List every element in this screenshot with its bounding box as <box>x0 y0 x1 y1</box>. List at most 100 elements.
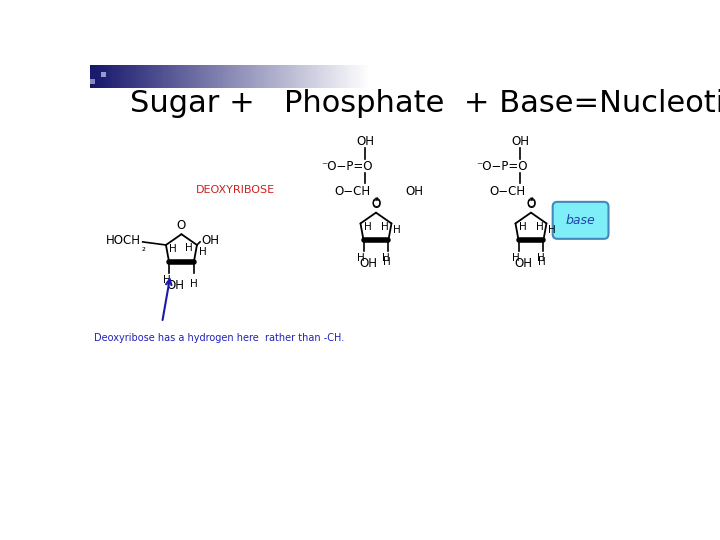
Bar <box>165 65 166 88</box>
Bar <box>497 65 498 88</box>
Bar <box>161 65 162 88</box>
Bar <box>446 65 447 88</box>
Bar <box>452 65 453 88</box>
Bar <box>305 65 306 88</box>
Bar <box>246 65 248 88</box>
Bar <box>149 65 150 88</box>
Bar <box>173 65 174 88</box>
Text: OH: OH <box>202 234 220 247</box>
Text: H: H <box>538 257 546 267</box>
Bar <box>506 65 507 88</box>
Bar <box>611 65 612 88</box>
Bar <box>110 65 111 88</box>
Bar <box>210 65 211 88</box>
Bar <box>456 65 457 88</box>
Bar <box>428 65 429 88</box>
Bar <box>462 65 463 88</box>
Bar <box>141 65 142 88</box>
Bar <box>559 65 560 88</box>
Bar <box>315 65 316 88</box>
Bar <box>189 65 190 88</box>
Bar <box>634 65 635 88</box>
Bar <box>319 65 320 88</box>
Bar <box>300 65 301 88</box>
Bar <box>542 65 543 88</box>
Bar <box>162 65 163 88</box>
Bar <box>516 65 517 88</box>
Bar <box>172 65 173 88</box>
Bar <box>357 65 358 88</box>
Bar <box>138 65 139 88</box>
Text: O: O <box>372 197 381 211</box>
Bar <box>239 65 240 88</box>
Bar <box>376 65 377 88</box>
Bar <box>347 65 348 88</box>
Bar <box>570 65 571 88</box>
Bar <box>281 65 282 88</box>
Bar <box>129 65 130 88</box>
Bar <box>198 65 199 88</box>
Bar <box>579 65 580 88</box>
Bar <box>338 65 339 88</box>
Bar <box>504 65 505 88</box>
Bar <box>244 65 245 88</box>
Bar <box>335 65 336 88</box>
Bar <box>359 65 360 88</box>
Bar <box>449 65 451 88</box>
Bar <box>154 65 155 88</box>
Bar <box>523 65 524 88</box>
Text: base: base <box>566 214 595 227</box>
Bar <box>478 65 479 88</box>
Bar <box>604 65 605 88</box>
Bar <box>646 65 647 88</box>
Bar <box>395 65 396 88</box>
Bar <box>125 65 126 88</box>
Bar <box>323 65 324 88</box>
Bar <box>412 65 413 88</box>
Bar <box>519 65 520 88</box>
Bar <box>418 65 419 88</box>
Bar <box>533 65 534 88</box>
Bar <box>107 65 108 88</box>
Bar <box>644 65 645 88</box>
Bar <box>273 65 274 88</box>
Bar <box>243 65 244 88</box>
Bar <box>499 65 500 88</box>
Bar <box>574 65 575 88</box>
Bar <box>220 65 221 88</box>
Bar <box>360 65 361 88</box>
Bar <box>517 65 518 88</box>
Bar <box>213 65 214 88</box>
Bar <box>205 65 206 88</box>
Bar <box>458 65 459 88</box>
Bar <box>174 65 175 88</box>
Bar <box>337 65 338 88</box>
Bar <box>250 65 251 88</box>
Bar <box>344 65 345 88</box>
Bar <box>493 65 494 88</box>
Bar <box>536 65 537 88</box>
Bar <box>403 65 404 88</box>
Bar <box>196 65 197 88</box>
Bar <box>487 65 488 88</box>
Bar <box>445 65 446 88</box>
Text: DEOXYRIBOSE: DEOXYRIBOSE <box>195 185 274 194</box>
Bar <box>575 65 576 88</box>
Bar <box>494 65 495 88</box>
Bar <box>155 65 156 88</box>
Bar <box>96 65 97 88</box>
Bar <box>190 65 191 88</box>
Bar <box>399 65 400 88</box>
Bar <box>100 65 101 88</box>
Bar <box>432 65 433 88</box>
Bar <box>465 65 466 88</box>
Bar <box>535 65 536 88</box>
Bar <box>318 65 319 88</box>
Bar <box>164 65 165 88</box>
Bar <box>577 65 578 88</box>
Bar <box>211 65 212 88</box>
Text: ⁻O−P=O: ⁻O−P=O <box>476 160 527 173</box>
Bar <box>336 65 337 88</box>
Bar <box>369 65 370 88</box>
Bar <box>386 65 387 88</box>
